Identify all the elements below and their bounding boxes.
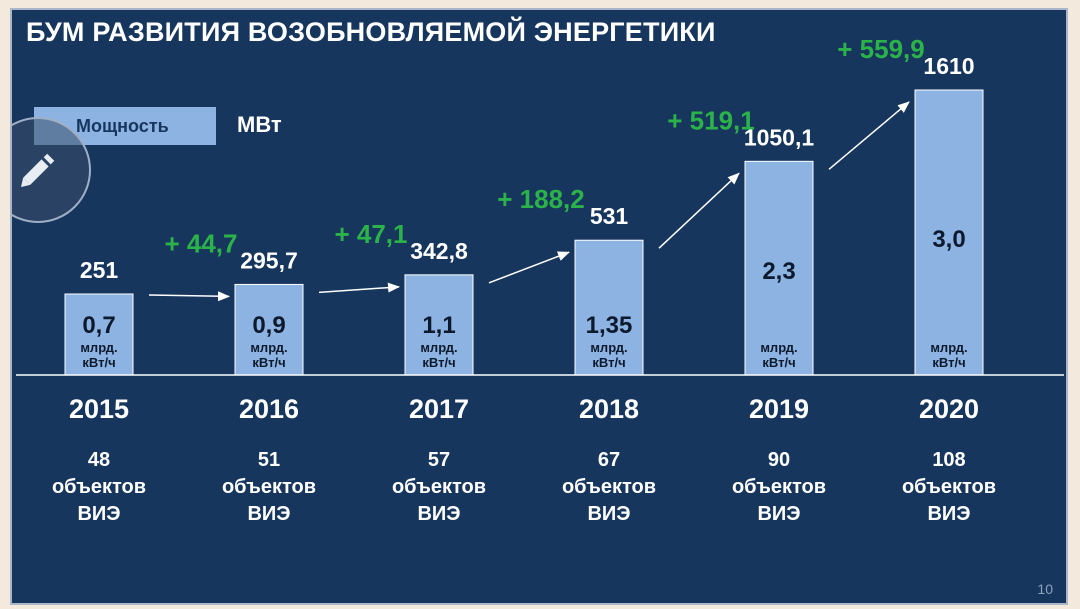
generation-unit: млрд.	[590, 340, 627, 355]
objects-label: ВИЭ	[77, 503, 120, 525]
bar-value-label: 295,7	[240, 247, 298, 273]
generation-unit: кВт/ч	[932, 355, 965, 370]
increase-arrow	[318, 282, 400, 294]
generation-unit: кВт/ч	[82, 355, 115, 370]
objects-label: ВИЭ	[927, 503, 970, 525]
objects-label: 48	[88, 449, 110, 471]
increase-label: + 559,9	[837, 34, 924, 64]
bar-value-label: 342,8	[410, 238, 468, 264]
objects-label: ВИЭ	[417, 503, 460, 525]
year-label: 2018	[579, 394, 639, 424]
objects-label: ВИЭ	[247, 503, 290, 525]
increase-arrow	[148, 291, 230, 302]
generation-value: 2,3	[762, 258, 795, 285]
year-label: 2015	[69, 394, 129, 424]
generation-unit: млрд.	[760, 340, 797, 355]
slide: БУМ РАЗВИТИЯ ВОЗОБНОВЛЯЕМОЙ ЭНЕРГЕТИКИ М…	[10, 8, 1068, 605]
legend-unit: МВт	[237, 112, 282, 137]
objects-label: объектов	[562, 476, 656, 498]
chart: БУМ РАЗВИТИЯ ВОЗОБНОВЛЯЕМОЙ ЭНЕРГЕТИКИ М…	[12, 16, 1064, 597]
increase-label: + 47,1	[334, 219, 407, 249]
year-label: 2019	[749, 394, 809, 424]
bar	[64, 293, 134, 376]
generation-unit: млрд.	[250, 340, 287, 355]
objects-label: 57	[428, 449, 450, 471]
objects-label: ВИЭ	[587, 503, 630, 525]
increase-arrow	[658, 172, 740, 249]
generation-unit: кВт/ч	[762, 355, 795, 370]
objects-label: 67	[598, 449, 620, 471]
objects-label: объектов	[222, 476, 316, 498]
year-label: 2016	[239, 394, 299, 424]
generation-unit: млрд.	[420, 340, 457, 355]
increase-label: + 188,2	[497, 184, 584, 214]
generation-unit: кВт/ч	[252, 355, 285, 370]
generation-value: 3,0	[932, 226, 965, 253]
objects-label: 90	[768, 449, 790, 471]
increase-arrow	[828, 101, 910, 170]
generation-unit: млрд.	[80, 340, 117, 355]
bar-value-label: 1050,1	[744, 124, 815, 150]
page-number: 10	[1037, 581, 1053, 597]
generation-value: 1,1	[422, 312, 455, 339]
bar-value-label: 531	[590, 203, 629, 229]
objects-label: объектов	[902, 476, 996, 498]
bar-value-label: 1610	[923, 53, 974, 79]
objects-label: 51	[258, 449, 280, 471]
objects-label: ВИЭ	[757, 503, 800, 525]
generation-value: 1,35	[586, 312, 633, 339]
bar-value-label: 251	[80, 257, 119, 283]
objects-label: объектов	[732, 476, 826, 498]
increase-label: + 44,7	[164, 228, 237, 258]
year-label: 2020	[919, 394, 979, 424]
slide-title: БУМ РАЗВИТИЯ ВОЗОБНОВЛЯЕМОЙ ЭНЕРГЕТИКИ	[26, 16, 716, 47]
generation-value: 0,9	[252, 312, 285, 339]
objects-label: 108	[932, 449, 965, 471]
generation-unit: кВт/ч	[592, 355, 625, 370]
increase-label: + 519,1	[667, 105, 754, 135]
objects-label: объектов	[52, 476, 146, 498]
pencil-icon[interactable]	[12, 117, 91, 223]
generation-unit: млрд.	[930, 340, 967, 355]
generation-unit: кВт/ч	[422, 355, 455, 370]
generation-value: 0,7	[82, 312, 115, 339]
legend-label: Мощность	[76, 116, 169, 136]
objects-label: объектов	[392, 476, 486, 498]
year-label: 2017	[409, 394, 469, 424]
increase-arrow	[488, 251, 570, 284]
